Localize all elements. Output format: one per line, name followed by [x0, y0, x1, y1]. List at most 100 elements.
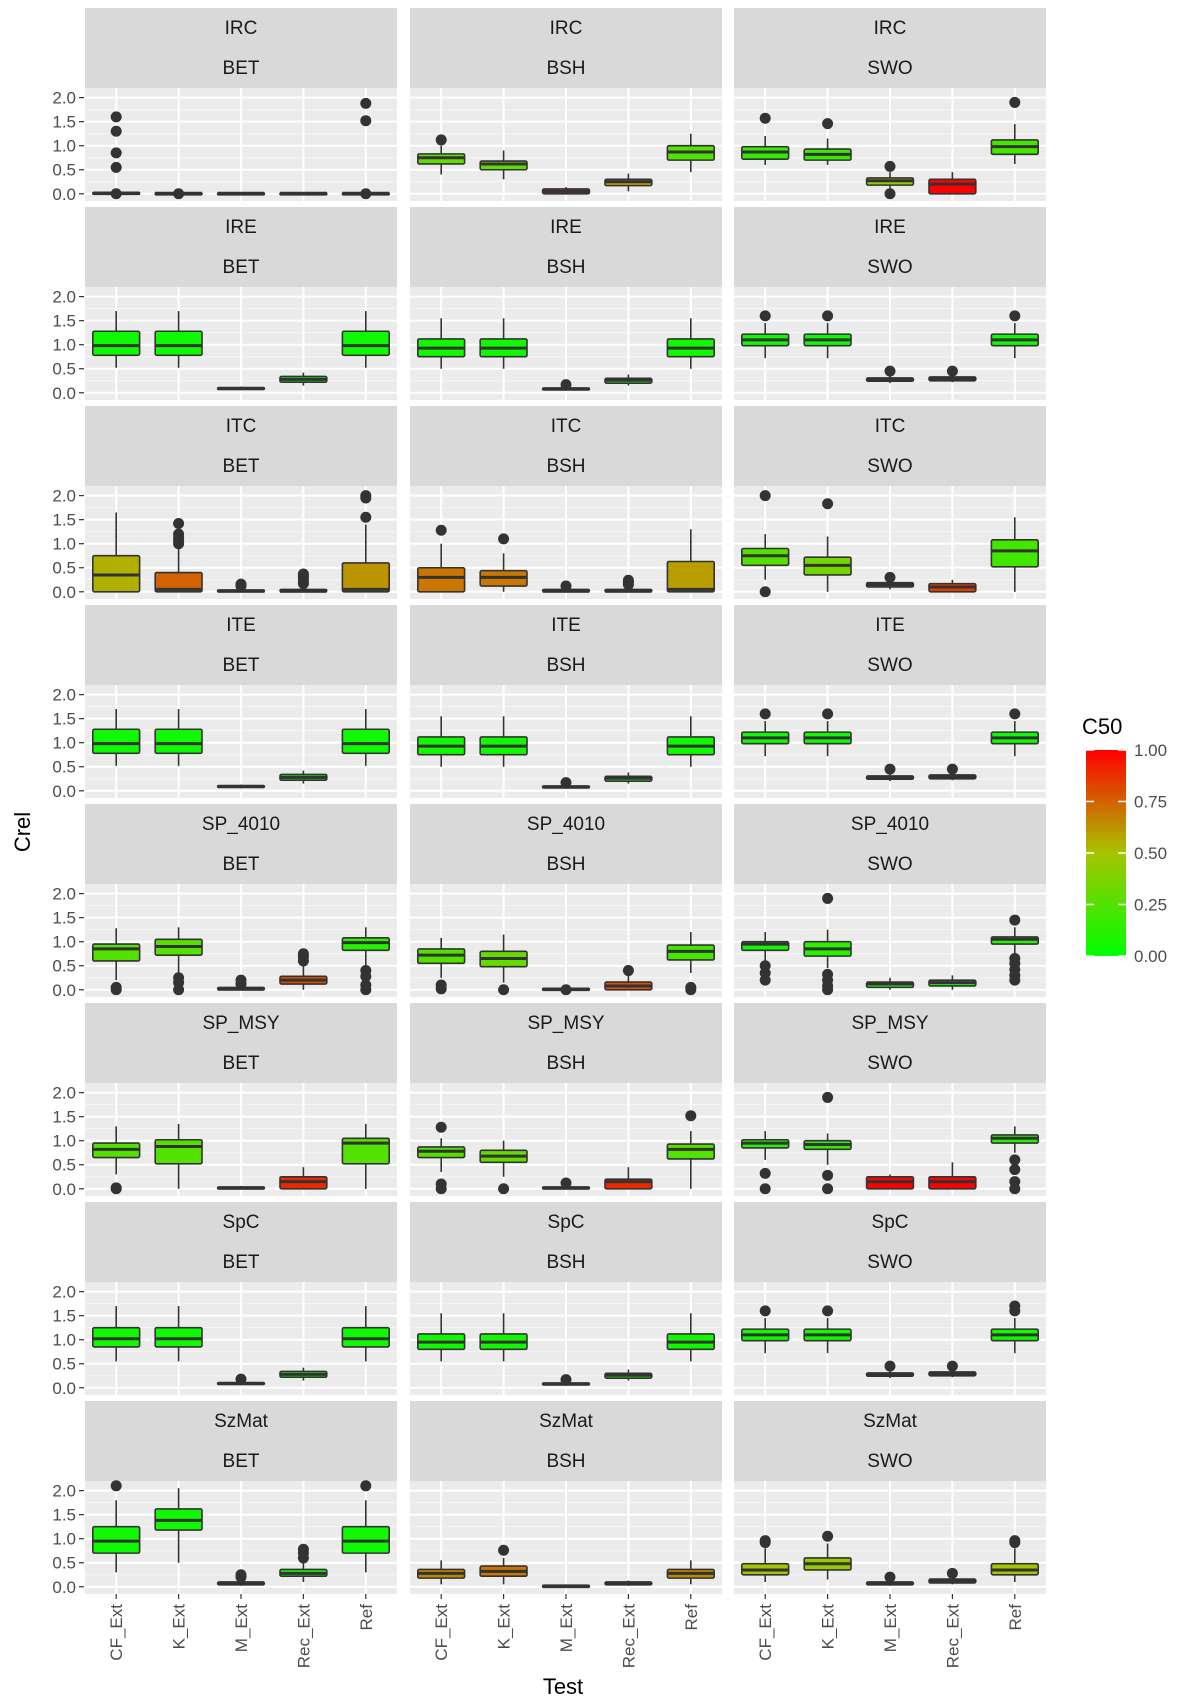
box-M_Ext [541, 1374, 591, 1386]
outlier-point [560, 580, 572, 592]
box-M_Ext [216, 386, 266, 391]
y-tick-label: 2.0 [52, 885, 76, 904]
strip-label-row: SzMat [539, 1411, 594, 1432]
strip-label-col: BET [223, 456, 260, 477]
outlier-point [498, 1544, 510, 1556]
strip-label-row: ITE [226, 615, 256, 636]
facet-strip [410, 8, 722, 88]
box-body [92, 330, 141, 357]
outlier-point [173, 984, 185, 996]
box-Ref [341, 1306, 390, 1362]
outlier-point [110, 1480, 122, 1492]
box-M_Ext [865, 1360, 915, 1379]
strip-label-row: ITC [226, 416, 257, 437]
facet-IRE-BET: IRE BET [85, 207, 397, 400]
y-axis-SP_MSY: 0.0 0.5 1.0 1.5 2.0 [52, 1084, 84, 1199]
legend-title: C50 [1082, 714, 1122, 739]
facet-strip [734, 1003, 1046, 1083]
strip-label-col: BET [223, 655, 260, 676]
outlier-point [685, 1110, 697, 1122]
outlier-point [759, 586, 771, 598]
y-axis-IRE: 0.0 0.5 1.0 1.5 2.0 [52, 288, 84, 403]
y-tick-label: 1.5 [52, 710, 76, 729]
outlier-point [622, 965, 634, 977]
box-Ref [990, 708, 1040, 757]
strip-label-row: ITC [551, 416, 582, 437]
x-axis: CF_Ext K_Ext M_Ext Rec_Ext Ref CF_Ext K_Ext M_E… [107, 1594, 1025, 1668]
strip-label-col: SWO [867, 655, 912, 676]
box-K_Ext [154, 709, 203, 766]
strip-label-row: SpC [223, 1212, 260, 1233]
strip-label-col: SWO [867, 1053, 912, 1074]
box-M_Ext [216, 578, 266, 593]
outlier-point [360, 115, 372, 127]
box-Ref [666, 318, 716, 369]
box-CF_Ext [740, 932, 790, 986]
strip-label-col: BSH [546, 456, 585, 477]
facet-IRC-SWO: IRC SWO [734, 8, 1046, 201]
box-Ref [341, 1123, 390, 1189]
x-tick-label: CF_Ext [432, 1604, 451, 1661]
x-axis-title: Test [543, 1674, 583, 1699]
y-tick-label: 1.5 [52, 1506, 76, 1525]
outlier-point [822, 118, 834, 130]
box-Rec_Ext [928, 172, 977, 195]
legend-tick-label: 0.25 [1134, 896, 1167, 915]
outlier-point [822, 498, 834, 510]
facet-strip [734, 207, 1046, 287]
x-tick-label: Rec_Ext [943, 1604, 962, 1669]
outlier-point [946, 1360, 958, 1372]
strip-label-col: BSH [546, 257, 585, 278]
facet-ITE-SWO: ITE SWO [734, 605, 1046, 798]
outlier-point [1009, 1535, 1021, 1547]
box-K_Ext [803, 118, 852, 165]
box-CF_Ext [92, 1126, 141, 1195]
box-body [341, 330, 390, 357]
facet-strip [734, 1401, 1046, 1481]
box-body [666, 560, 716, 593]
x-tick-label: K_Ext [819, 1604, 838, 1650]
box-CF_Ext [740, 310, 790, 359]
outlier-point [360, 490, 372, 502]
outlier-point [759, 490, 771, 502]
y-tick-label: 1.0 [52, 1530, 76, 1549]
outlier-point [1009, 914, 1021, 926]
box-K_Ext [154, 1488, 203, 1563]
outlier-point [946, 763, 958, 775]
facet-strip [85, 8, 397, 88]
y-tick-label: 0.0 [52, 185, 76, 204]
box-K_Ext [803, 892, 852, 996]
outlier-point [173, 528, 185, 540]
outlier-point [822, 1091, 834, 1103]
outlier-point [360, 1480, 372, 1492]
y-tick-label: 0.0 [52, 384, 76, 403]
box-K_Ext [154, 518, 203, 593]
outlier-point [685, 984, 697, 996]
box-K_Ext [479, 934, 528, 996]
box-body [666, 1143, 716, 1160]
y-tick-label: 1.0 [52, 137, 76, 156]
outlier-point [822, 708, 834, 720]
facet-strip [734, 804, 1046, 884]
outlier-point [1009, 1183, 1021, 1195]
outlier-point [110, 161, 122, 173]
y-tick-label: 0.0 [52, 1379, 76, 1398]
strip-label-row: ITE [875, 615, 905, 636]
box-body [928, 178, 977, 195]
facet-SzMat-BSH: SzMat BSH [410, 1401, 722, 1594]
y-tick-label: 2.0 [52, 89, 76, 108]
facet-SP_MSY-BSH: SP_MSY BSH [410, 1003, 722, 1196]
strip-label-col: BSH [546, 1252, 585, 1273]
box-body [154, 728, 203, 755]
box-Rec_Ext [928, 365, 977, 383]
outlier-point [297, 948, 309, 960]
box-M_Ext [865, 571, 915, 590]
box-Rec_Ext [928, 579, 977, 593]
facet-strip [734, 406, 1046, 486]
x-tick-label: CF_Ext [107, 1604, 126, 1661]
box-K_Ext [479, 318, 528, 369]
box-Ref [990, 1126, 1040, 1195]
box-K_Ext [479, 533, 528, 592]
strip-label-col: SWO [867, 257, 912, 278]
